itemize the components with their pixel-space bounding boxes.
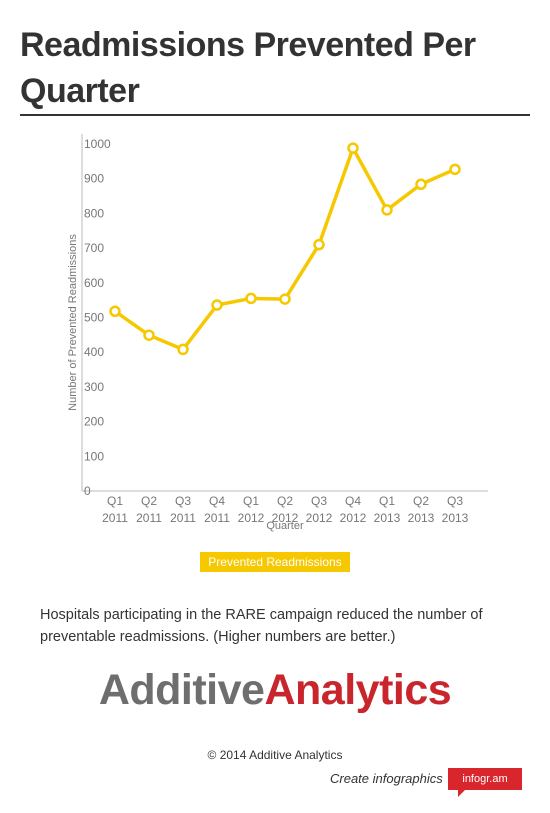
chart-description: Hospitals participating in the RARE camp…	[40, 607, 483, 645]
y-tick-label: 1000	[84, 137, 111, 151]
data-point	[381, 204, 393, 216]
x-tick-label: Q4	[209, 494, 225, 508]
x-tick-label-year: 2012	[272, 511, 299, 525]
y-axis-title: Number of Prevented Readmissions	[67, 234, 79, 411]
title-divider	[20, 114, 530, 116]
line-chart: 0 100 200 300 400 500 600 700 800 900 1000 Number o…	[67, 134, 488, 532]
data-point	[245, 292, 257, 305]
copyright-text: © 2014 Additive Analytics	[207, 748, 343, 762]
data-point	[143, 329, 155, 341]
y-tick-label: 800	[84, 206, 104, 220]
x-tick-label: Q4	[345, 494, 361, 508]
y-tick-label: 700	[84, 241, 104, 255]
data-point	[279, 293, 291, 305]
y-tick-label: 0	[84, 484, 91, 498]
x-tick-label-year: 2011	[170, 511, 196, 525]
x-tick-label-year: 2012	[340, 511, 367, 525]
data-point	[347, 142, 359, 154]
x-tick-label: Q1	[107, 494, 123, 508]
chart-title: Readmissions Prevented Per Quarter	[20, 26, 476, 110]
x-tick-label-year: 2012	[238, 511, 265, 525]
x-tick-label-year: 2013	[442, 511, 469, 525]
data-point	[177, 343, 189, 356]
data-point	[109, 305, 121, 318]
x-tick-label-year: 2011	[102, 511, 128, 525]
data-point	[313, 238, 325, 251]
series-line-prevented-readmissions	[113, 146, 457, 352]
x-tick-label: Q3	[447, 494, 463, 508]
x-tick-label: Q3	[175, 494, 191, 508]
x-tick-label: Q3	[311, 494, 327, 508]
y-tick-label: 500	[84, 311, 104, 325]
x-tick-label-year: 2011	[204, 511, 230, 525]
x-tick-label: Q2	[413, 494, 429, 508]
x-tick-label: Q2	[141, 494, 157, 508]
additive-analytics-logo: AdditiveAnalytics	[98, 666, 452, 714]
x-tick-label-year: 2013	[374, 511, 401, 525]
y-tick-label: 100	[84, 449, 104, 463]
y-tick-label: 200	[84, 415, 104, 429]
data-point	[211, 299, 223, 311]
x-tick-label: Q1	[379, 494, 395, 508]
x-axis-title: Quarter	[266, 520, 304, 532]
data-point	[449, 163, 461, 176]
y-tick-label: 300	[84, 380, 104, 394]
legend-item-prevented-readmissions[interactable]: Prevented Readmissions	[200, 552, 350, 572]
x-tick-label: Q1	[243, 494, 259, 508]
x-tick-label-year: 2011	[136, 511, 162, 525]
data-point	[415, 178, 427, 191]
y-tick-label: 400	[84, 345, 104, 359]
y-tick-label: 600	[84, 276, 104, 290]
infogram-badge[interactable]: infogr.am	[448, 768, 522, 790]
x-tick-label: Q2	[277, 494, 293, 508]
infogram-badge-tip	[458, 790, 465, 797]
x-tick-label-year: 2013	[408, 511, 435, 525]
y-tick-label: 900	[84, 172, 104, 186]
x-tick-label-year: 2012	[306, 511, 333, 525]
create-infographics-link[interactable]: Create infographics	[330, 771, 443, 786]
